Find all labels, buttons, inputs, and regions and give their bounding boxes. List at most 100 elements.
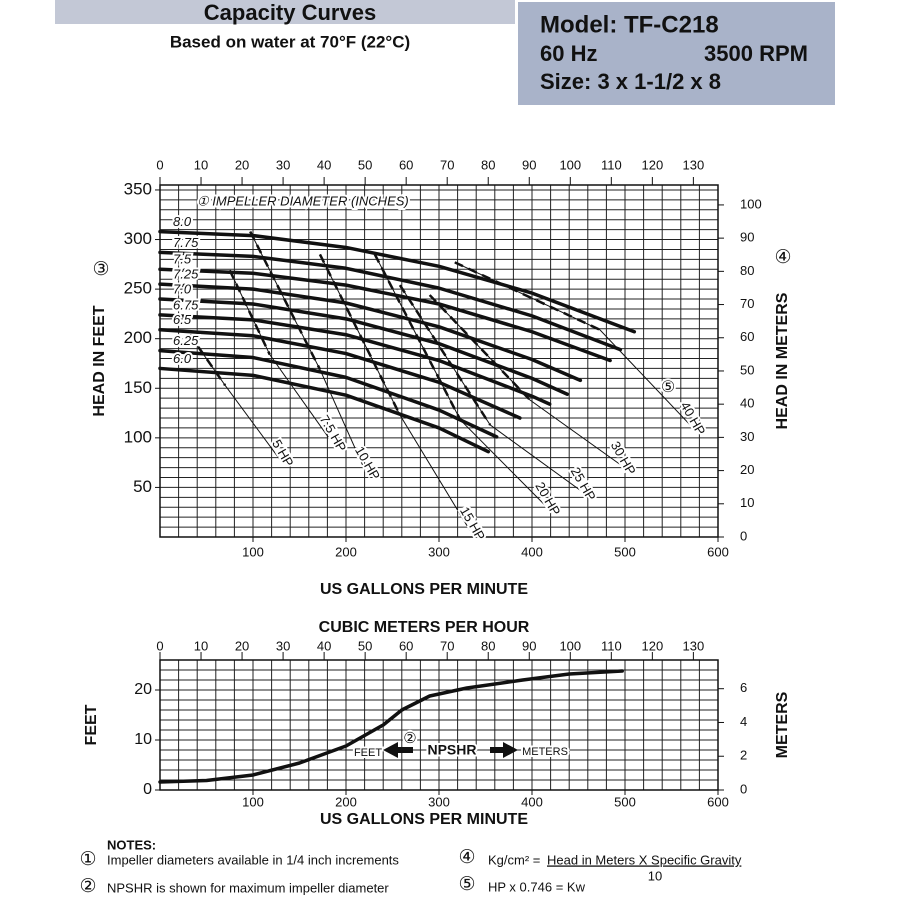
- title-band: [55, 0, 515, 24]
- annotation: ④: [774, 247, 791, 268]
- y2-tick-label: 90: [740, 230, 754, 245]
- speed: 3500 RPM: [704, 41, 808, 66]
- x2-tick-label: 110: [601, 157, 622, 172]
- x2-tick-label: 50: [358, 157, 372, 172]
- x2-tick-label: 70: [440, 638, 454, 653]
- x-tick-label: 200: [335, 544, 357, 559]
- annotation: METERS: [522, 746, 568, 758]
- x-tick-label: 600: [707, 544, 729, 559]
- x2-tick-label: 10: [194, 638, 208, 653]
- hp-dash: [188, 334, 227, 387]
- y2-tick-label: 10: [740, 495, 754, 510]
- curve: [158, 366, 491, 454]
- annotation: ⑤: [661, 379, 675, 396]
- y-axis-label: HEAD IN FEET: [91, 305, 108, 416]
- x2-tick-label: 0: [156, 638, 163, 653]
- notes-title: NOTES:: [107, 837, 156, 852]
- note-marker: ④: [458, 847, 475, 868]
- y-tick-label: 150: [124, 378, 152, 397]
- x2-tick-label: 120: [642, 157, 664, 172]
- curve: [158, 267, 612, 363]
- curve: [158, 297, 570, 396]
- annotation: ②: [403, 730, 416, 747]
- note-text: Impeller diameters available in 1/4 inch…: [107, 852, 399, 867]
- x2-tick-label: 110: [601, 638, 622, 653]
- x2-tick-label: 100: [559, 638, 581, 653]
- title: Capacity Curves: [204, 0, 376, 25]
- x-axis-label: US GALLONS PER MINUTE: [320, 581, 528, 598]
- curve-label: 7.75: [173, 235, 199, 250]
- y2-tick-label: 100: [740, 196, 762, 211]
- y2-tick-label: 4: [740, 714, 747, 729]
- arrow-right: [490, 742, 518, 758]
- model: Model: TF-C218: [540, 11, 719, 38]
- curve-label: 6.75: [173, 297, 199, 312]
- x2-tick-label: 40: [317, 157, 331, 172]
- y2-tick-label: 0: [740, 781, 747, 796]
- x2-tick-label: 20: [235, 638, 249, 653]
- x-axis-label: US GALLONS PER MINUTE: [320, 811, 528, 828]
- x2-tick-label: 120: [642, 638, 664, 653]
- x2-tick-label: 100: [559, 157, 581, 172]
- x2-tick-label: 10: [194, 157, 208, 172]
- y2-tick-label: 6: [740, 680, 747, 695]
- x-tick-label: 600: [707, 794, 729, 809]
- x2-tick-label: 60: [399, 157, 413, 172]
- x2-tick-label: 70: [440, 157, 454, 172]
- y-tick-label: 300: [124, 229, 152, 248]
- y2-tick-label: 70: [740, 296, 754, 311]
- y2-axis-label: HEAD IN METERS: [774, 292, 791, 429]
- x2-tick-label: 90: [522, 638, 536, 653]
- x2-tick-label: 80: [481, 638, 495, 653]
- hp-label: 10 HP: [352, 444, 383, 483]
- curve: [158, 250, 623, 352]
- hp-line: [399, 284, 581, 491]
- y2-axis-label: METERS: [774, 691, 791, 758]
- note-marker: ⑤: [458, 874, 475, 895]
- curve-label: 7.0: [173, 281, 192, 296]
- annotation: ③: [92, 259, 109, 280]
- y-tick-label: 350: [124, 179, 152, 198]
- annotation: NPSHR: [427, 742, 476, 758]
- hp-dash: [228, 269, 271, 356]
- curve: [158, 282, 583, 383]
- x2-tick-label: 80: [481, 157, 495, 172]
- annotation: ① IMPELLER DIAMETER (INCHES): [197, 193, 409, 208]
- hp-line: [229, 270, 331, 441]
- model-box: [518, 2, 835, 105]
- x-tick-label: 400: [521, 794, 543, 809]
- x2-tick-label: 30: [276, 157, 290, 172]
- x2-tick-label: 130: [683, 638, 705, 653]
- arrow-left: [383, 742, 413, 758]
- x-tick-label: 400: [521, 544, 543, 559]
- curve: [158, 328, 522, 420]
- curve-label: 8.0: [173, 214, 192, 229]
- note-denominator: 10: [648, 868, 662, 883]
- y2-tick-label: 2: [740, 748, 747, 763]
- frequency: 60 Hz: [540, 41, 597, 66]
- annotation: FEET: [354, 747, 382, 759]
- note-marker: ②: [79, 876, 96, 897]
- x-tick-label: 300: [428, 794, 450, 809]
- subtitle: Based on water at 70°F (22°C): [170, 32, 410, 51]
- x-tick-label: 300: [428, 544, 450, 559]
- hp-dash: [454, 261, 601, 331]
- hp-dash: [428, 294, 532, 402]
- y-tick-label: 50: [133, 477, 152, 496]
- x2-axis-label: CUBIC METERS PER HOUR: [319, 619, 530, 636]
- y2-tick-label: 20: [740, 462, 754, 477]
- x2-tick-label: 30: [276, 638, 290, 653]
- note-text: Kg/cm² =: [488, 852, 540, 867]
- y-tick-label: 0: [143, 781, 152, 798]
- size: Size: 3 x 1-1/2 x 8: [540, 69, 721, 94]
- x-tick-label: 500: [614, 544, 636, 559]
- y2-tick-label: 40: [740, 396, 754, 411]
- y2-tick-label: 80: [740, 263, 754, 278]
- note-text: HP x 0.746 = Kw: [488, 879, 586, 894]
- y-tick-label: 20: [134, 681, 152, 698]
- y2-tick-label: 60: [740, 329, 754, 344]
- curve-label: 7.5: [173, 252, 192, 267]
- y2-tick-label: 0: [740, 528, 747, 543]
- curve: [158, 313, 552, 406]
